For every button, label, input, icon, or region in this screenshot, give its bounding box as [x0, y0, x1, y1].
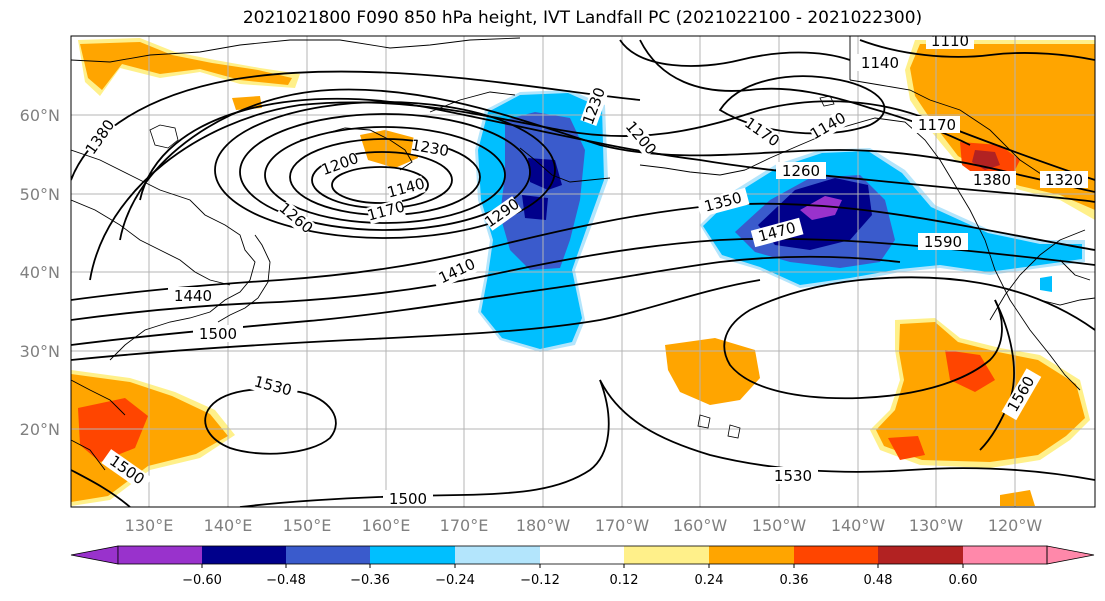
- lon-label: 130°W: [909, 516, 964, 535]
- contour-label: 1500: [199, 325, 237, 343]
- colorbar-tick: 0.60: [949, 573, 978, 588]
- contour-label: 1110: [931, 32, 969, 50]
- colorbar-tick: 0.36: [780, 573, 809, 588]
- lon-label: 140°E: [204, 516, 253, 535]
- colorbar-tick: −0.12: [520, 573, 560, 588]
- lon-label: 160°W: [673, 516, 728, 535]
- colorbar-tick: −0.24: [435, 573, 475, 588]
- latitude-labels: 60°N 50°N 40°N 30°N 20°N: [20, 106, 60, 439]
- contour-label: 1320: [1045, 171, 1083, 189]
- contour-label: 1140: [861, 54, 899, 72]
- contour-label: 1440: [174, 287, 212, 305]
- lon-label: 120°W: [988, 516, 1043, 535]
- contour-label: 1590: [924, 233, 962, 251]
- lat-label: 60°N: [20, 106, 60, 125]
- lon-label: 140°W: [831, 516, 886, 535]
- map-frame: [70, 35, 1096, 508]
- contour-label: 1260: [782, 162, 820, 180]
- contour-label: 1530: [774, 467, 812, 485]
- colorbar-tick: 0.12: [610, 573, 639, 588]
- colorbar: −0.60 −0.48 −0.36 −0.24 −0.12 0.12 0.24 …: [70, 545, 1095, 588]
- lat-label: 50°N: [20, 185, 60, 204]
- contour-label: 1380: [973, 171, 1011, 189]
- lon-label: 130°E: [125, 516, 174, 535]
- lat-label: 30°N: [20, 342, 60, 361]
- lon-label: 150°W: [752, 516, 807, 535]
- longitude-labels: 130°E 140°E 150°E 160°E 170°E 180°W 170°…: [125, 516, 1043, 535]
- contour-label: 1500: [389, 490, 427, 508]
- lat-label: 20°N: [20, 420, 60, 439]
- contour-label: 1170: [918, 116, 956, 134]
- lon-label: 170°W: [595, 516, 650, 535]
- lon-label: 150°E: [283, 516, 332, 535]
- colorbar-tick: −0.48: [266, 573, 306, 588]
- contour-labels: 1380 1200 1230 1140 1170 1260 1290 1230 …: [82, 32, 1088, 508]
- colorbar-tick: −0.60: [182, 573, 222, 588]
- lon-label: 180°W: [516, 516, 571, 535]
- lon-label: 160°E: [362, 516, 411, 535]
- colorbar-tick: −0.36: [350, 573, 390, 588]
- colorbar-tick: 0.24: [695, 573, 724, 588]
- lon-label: 170°E: [440, 516, 489, 535]
- map-title: 2021021800 F090 850 hPa height, IVT Land…: [242, 8, 923, 28]
- colorbar-tick: 0.48: [864, 573, 893, 588]
- map-panel: 1380 1200 1230 1140 1170 1260 1290 1230 …: [71, 32, 1095, 508]
- lat-label: 40°N: [20, 263, 60, 282]
